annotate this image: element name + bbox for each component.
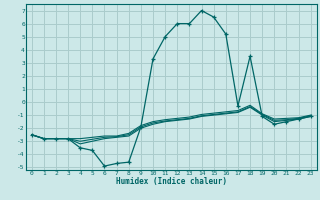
X-axis label: Humidex (Indice chaleur): Humidex (Indice chaleur) — [116, 177, 227, 186]
